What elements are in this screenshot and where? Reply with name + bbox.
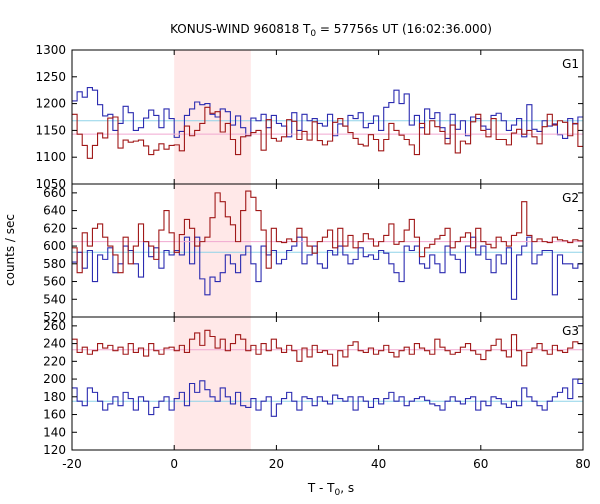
y-tick-label: 260 (43, 319, 66, 333)
series-g2-blue (72, 236, 583, 300)
x-axis-label: T - T0, s (307, 481, 354, 498)
y-tick-label: 160 (43, 408, 66, 422)
x-tick-label: 0 (170, 457, 178, 471)
y-tick-label: 600 (43, 239, 66, 253)
series-g3-red (72, 329, 583, 367)
series-line (72, 236, 583, 300)
y-tick-label: 200 (43, 372, 66, 386)
y-axis-label: counts / sec (3, 214, 17, 286)
y-tick-label: 140 (43, 425, 66, 439)
x-tick-label: 40 (371, 457, 386, 471)
y-tick-label: 1250 (35, 70, 66, 84)
panel-g3: 120 140 160 180 200 220 240 260 G3 (43, 316, 584, 457)
x-tick-label: -20 (62, 457, 82, 471)
plot-area: 105011001150120012501300G152054056058060… (35, 43, 590, 471)
panel-label: G3 (562, 324, 579, 338)
y-tick-label: 580 (43, 257, 66, 271)
series-g1-red (72, 106, 583, 159)
y-tick-label: 180 (43, 390, 66, 404)
series-line (72, 106, 583, 159)
series-line (72, 329, 583, 367)
x-tick-label: 20 (269, 457, 284, 471)
x-tick-label: 60 (473, 457, 488, 471)
y-tick-label: 1100 (35, 150, 66, 164)
series-line (72, 86, 583, 139)
chart-title: KONUS-WIND 960818 T0 = 57756s UT (16:02:… (170, 22, 492, 39)
y-tick-label: 1300 (35, 43, 66, 57)
panel-frame (71, 316, 584, 451)
x-tick-label: 80 (575, 457, 590, 471)
series-g3-blue (72, 378, 583, 417)
y-tick-label: 620 (43, 221, 66, 235)
y-tick-label: 540 (43, 292, 66, 306)
y-tick-label: 560 (43, 275, 66, 289)
series-g2-red (72, 190, 583, 274)
y-tick-label: 120 (43, 443, 66, 457)
y-tick-label: 520 (43, 310, 66, 324)
y-tick-label: 1200 (35, 97, 66, 111)
y-tick-label: 1050 (35, 177, 66, 191)
y-tick-label: 1150 (35, 123, 66, 137)
panel-label: G1 (562, 57, 579, 71)
series-line (72, 190, 583, 274)
panel-g1: 1050 1100 1150 1200 1250 1300 G1 (35, 43, 584, 191)
y-tick-label: 220 (43, 354, 66, 368)
panel-g2: 520 540 560 580 600 620 640 660 G2 (43, 183, 584, 324)
highlight-interval (174, 50, 251, 450)
y-tick-label: 640 (43, 204, 66, 218)
panel-label: G2 (562, 191, 579, 205)
series-line (72, 378, 583, 417)
y-tick-label: 240 (43, 337, 66, 351)
series-g1-blue (72, 86, 583, 139)
y-tick-label: 660 (43, 186, 66, 200)
